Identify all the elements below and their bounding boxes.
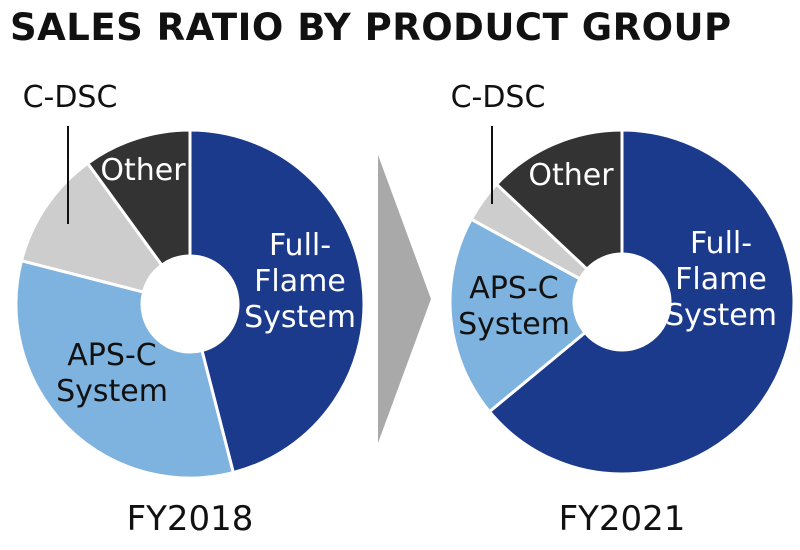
slice-label: Full-Flame System: [244, 228, 356, 335]
transition-arrow: [378, 155, 431, 443]
chart-year-label: FY2021: [559, 499, 686, 539]
chart-title: SALES RATIO BY PRODUCT GROUP: [10, 6, 732, 49]
slice-label-line: Other: [100, 153, 186, 188]
donut-slice-aps-c-system: [14, 259, 235, 480]
slice-label-line: Flame: [675, 262, 767, 297]
donut-slice-full-flame-system: [188, 128, 366, 475]
donut-slice-other: [86, 128, 192, 267]
slice-label: APS-C System: [56, 338, 168, 409]
slice-label-line: APS-C: [469, 271, 558, 306]
slice-label-line: Flame: [254, 264, 346, 299]
slice-label-outside: C-DSC: [451, 80, 546, 115]
slice-label: APS-C System: [458, 271, 570, 342]
slice-label: Full-Flame System: [665, 226, 777, 333]
donut-slice-c-dsc: [19, 161, 164, 294]
donut-hole: [143, 257, 237, 351]
donut-slice-full-flame-system: [487, 128, 796, 476]
slice-label-line: System: [458, 307, 570, 342]
slice-label-outside: C-DSC: [23, 80, 118, 115]
slice-label-line: System: [56, 374, 168, 409]
donut-hole: [575, 255, 669, 349]
slice-label-line: System: [244, 300, 356, 335]
donut-slice-other: [495, 128, 624, 271]
slice-label-line: Other: [528, 158, 614, 193]
slice-label: Other: [528, 158, 614, 193]
chart-year-label: FY2018: [127, 499, 254, 539]
slice-label-line: Full-: [690, 226, 752, 261]
slice-label-line: Full-: [269, 228, 331, 263]
donut-slice-aps-c-system: [448, 217, 587, 414]
slice-label-line: System: [665, 298, 777, 333]
slice-label-line: APS-C: [67, 338, 156, 373]
slice-label: Other: [100, 153, 186, 188]
